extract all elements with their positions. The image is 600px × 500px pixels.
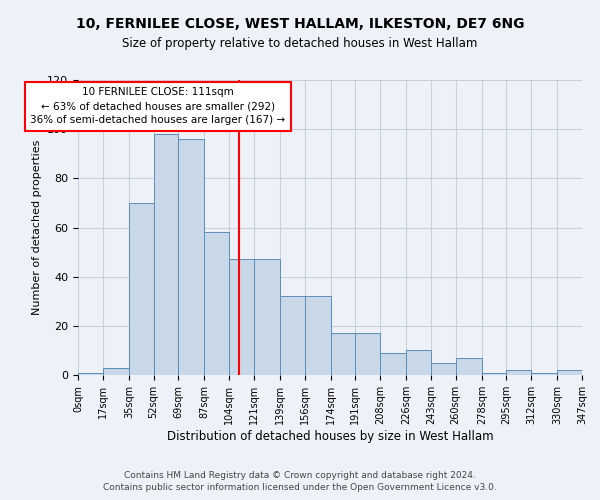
Bar bbox=[280, 296, 305, 375]
Bar bbox=[254, 260, 280, 375]
Bar bbox=[129, 203, 154, 375]
Bar bbox=[557, 370, 582, 375]
Text: Size of property relative to detached houses in West Hallam: Size of property relative to detached ho… bbox=[122, 38, 478, 51]
Bar bbox=[506, 370, 531, 375]
Bar bbox=[582, 370, 600, 375]
Bar bbox=[103, 368, 129, 375]
Text: 10, FERNILEE CLOSE, WEST HALLAM, ILKESTON, DE7 6NG: 10, FERNILEE CLOSE, WEST HALLAM, ILKESTO… bbox=[76, 18, 524, 32]
Bar bbox=[431, 362, 455, 375]
Bar bbox=[380, 353, 406, 375]
Bar bbox=[455, 358, 482, 375]
Bar bbox=[205, 232, 229, 375]
Bar bbox=[482, 372, 506, 375]
Text: Contains HM Land Registry data © Crown copyright and database right 2024.
Contai: Contains HM Land Registry data © Crown c… bbox=[103, 471, 497, 492]
Bar bbox=[178, 139, 205, 375]
Bar bbox=[78, 372, 103, 375]
Bar bbox=[229, 260, 254, 375]
Bar bbox=[355, 333, 380, 375]
Bar bbox=[406, 350, 431, 375]
Text: 10 FERNILEE CLOSE: 111sqm
← 63% of detached houses are smaller (292)
36% of semi: 10 FERNILEE CLOSE: 111sqm ← 63% of detac… bbox=[31, 88, 286, 126]
Bar bbox=[305, 296, 331, 375]
Y-axis label: Number of detached properties: Number of detached properties bbox=[32, 140, 41, 315]
Bar bbox=[531, 372, 557, 375]
X-axis label: Distribution of detached houses by size in West Hallam: Distribution of detached houses by size … bbox=[167, 430, 493, 442]
Bar bbox=[154, 134, 178, 375]
Bar bbox=[331, 333, 355, 375]
